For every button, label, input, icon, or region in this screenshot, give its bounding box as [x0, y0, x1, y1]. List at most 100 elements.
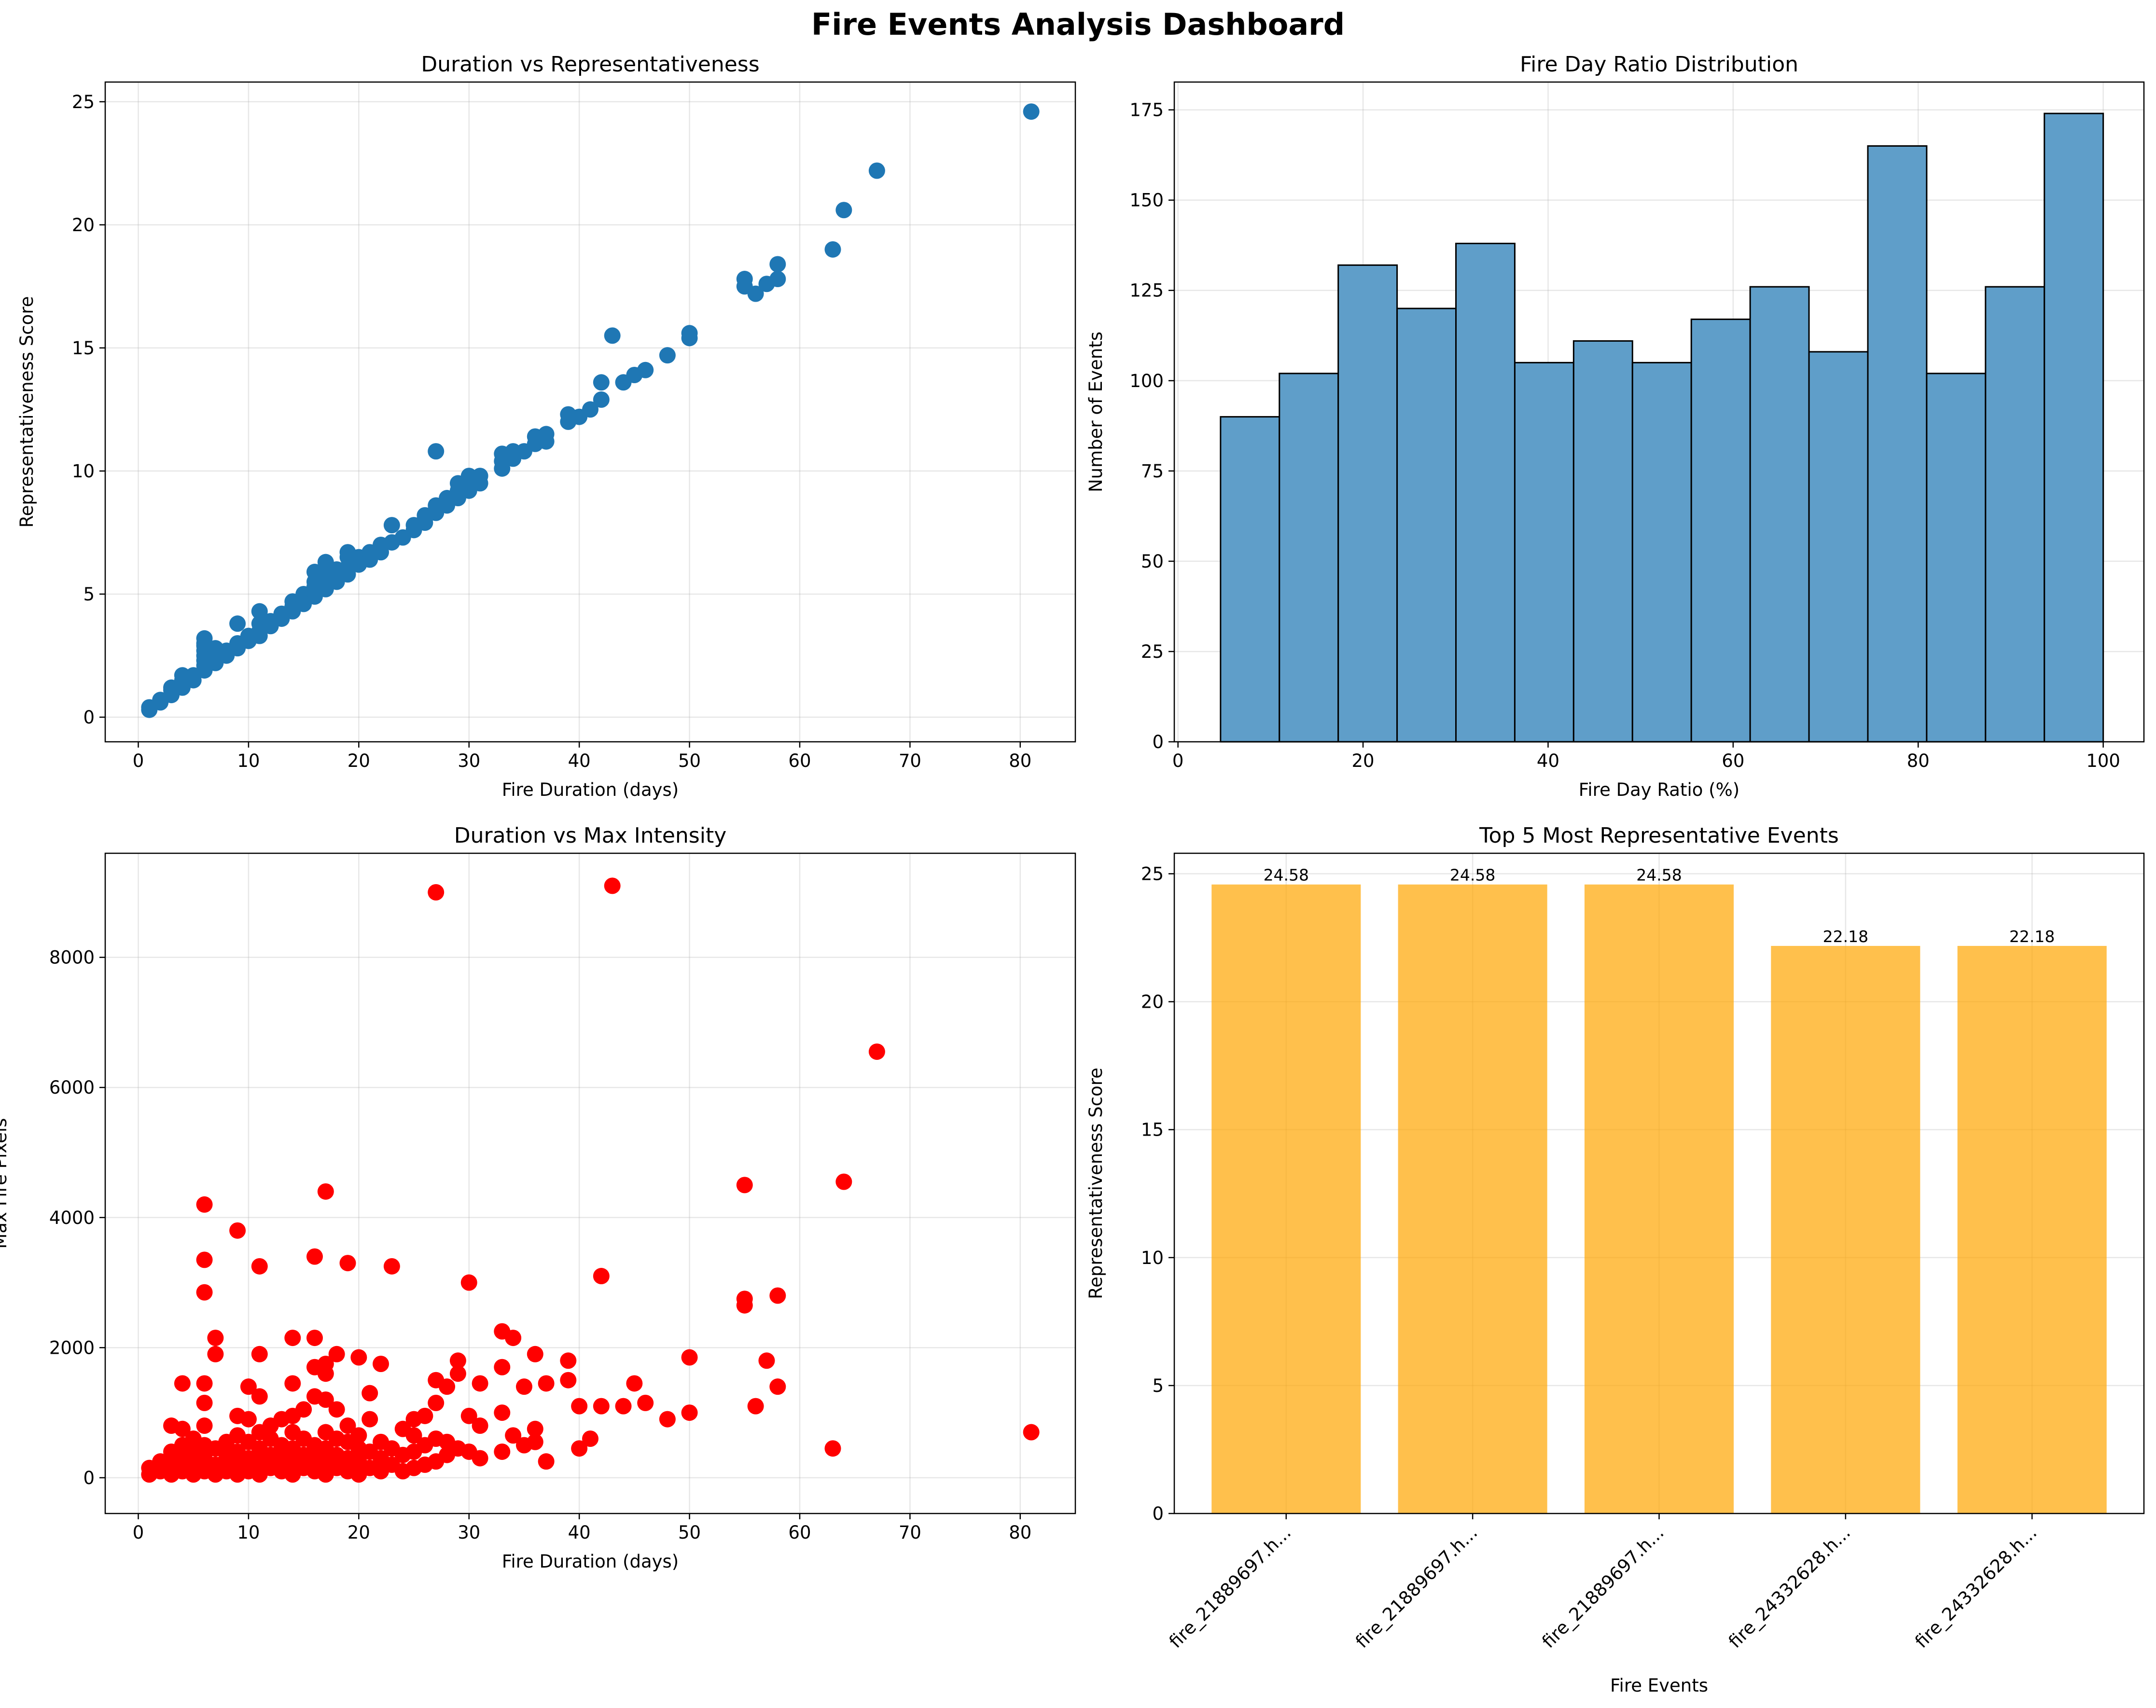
- histogram-bar: [1749, 286, 1810, 743]
- data-point: [681, 1404, 698, 1421]
- bar-value-label: 22.18: [2009, 927, 2055, 946]
- data-point: [593, 391, 610, 408]
- data-point: [306, 1330, 323, 1347]
- data-point: [769, 1287, 786, 1304]
- data-point: [505, 1330, 522, 1347]
- data-point: [593, 1268, 610, 1285]
- data-point: [736, 1177, 753, 1194]
- data-point: [472, 1450, 488, 1467]
- bar: [1584, 884, 1734, 1514]
- y-tick-label: 15: [72, 338, 95, 359]
- x-tick-label: 30: [458, 1522, 480, 1543]
- x-tick-label: 80: [1907, 750, 1930, 771]
- data-point: [604, 877, 621, 894]
- y-tick-label: 50: [1141, 551, 1164, 572]
- data-point: [637, 1394, 654, 1411]
- data-point: [362, 1385, 378, 1402]
- data-point: [1023, 103, 1040, 120]
- x-tick-label: 40: [568, 750, 591, 771]
- data-point: [449, 1365, 466, 1382]
- data-point: [295, 1401, 312, 1418]
- data-point: [328, 1346, 345, 1362]
- data-point: [460, 1274, 477, 1291]
- y-tick-label: 175: [1129, 100, 1164, 121]
- bar-value-label: 24.58: [1264, 866, 1309, 885]
- y-tick-label: 0: [83, 1468, 95, 1488]
- bar: [1957, 945, 2107, 1514]
- x-tick-label: 60: [1722, 750, 1744, 771]
- data-point: [659, 1411, 676, 1428]
- data-point: [240, 1411, 257, 1428]
- histogram-bar: [1926, 373, 1987, 743]
- data-point: [439, 1378, 456, 1395]
- data-point: [494, 1443, 511, 1460]
- data-point: [747, 285, 764, 302]
- x-tick-label: 60: [788, 1522, 811, 1543]
- data-point: [383, 1258, 400, 1275]
- y-tick-label: 20: [72, 215, 95, 236]
- data-point: [593, 374, 610, 391]
- histogram-bar: [1455, 242, 1516, 743]
- data-point: [824, 1440, 841, 1457]
- x-tick-label: 40: [1537, 750, 1559, 771]
- data-point: [582, 1430, 598, 1447]
- x-tick-label: 30: [458, 750, 480, 771]
- x-tick-label: 0: [133, 1522, 144, 1543]
- chart-fire-day-ratio-distribution: Fire Day Ratio Distribution 0 20 40 60 80 100 0…: [1085, 52, 2145, 800]
- histogram-bar: [1572, 340, 1633, 743]
- data-point: [207, 1346, 224, 1362]
- data-point: [373, 1356, 389, 1373]
- data-point: [626, 1375, 643, 1392]
- data-point: [824, 241, 841, 258]
- chart-duration-vs-representativeness: Duration vs Representativeness 0 10 20 30 40 5…: [16, 52, 1076, 800]
- x-tick-label: 20: [348, 750, 370, 771]
- y-tick-label: 100: [1129, 371, 1164, 391]
- bar-value-label: 24.58: [1636, 866, 1682, 885]
- data-point: [494, 1404, 511, 1421]
- data-point: [383, 517, 400, 534]
- x-tick-label: 50: [678, 1522, 701, 1543]
- data-point: [538, 426, 555, 443]
- y-tick-label: 20: [1141, 992, 1164, 1013]
- bar: [1211, 884, 1361, 1514]
- x-tick-label: 60: [788, 750, 811, 771]
- y-tick-label: 15: [1141, 1120, 1164, 1140]
- x-tick-label: 10: [237, 750, 260, 771]
- data-point: [527, 1420, 543, 1437]
- data-point: [769, 271, 786, 288]
- data-point: [460, 1407, 477, 1424]
- chart-top5-representative-events: Top 5 Most Representative Events 0 5 10 15 20…: [1085, 823, 2145, 1696]
- y-tick-label: 6000: [49, 1077, 95, 1098]
- data-point: [251, 1258, 268, 1275]
- y-tick-label: 0: [1152, 732, 1164, 752]
- data-point: [758, 1352, 775, 1369]
- x-tick-label: fire_21889697.h...: [1351, 1522, 1481, 1652]
- y-tick-label: 4000: [49, 1208, 95, 1228]
- plot-frame: [104, 81, 1076, 743]
- x-tick-label: 50: [678, 750, 701, 771]
- y-axis-label: Max Fire Pixels: [0, 1118, 11, 1249]
- x-tick-label: fire_21889697.h...: [1538, 1522, 1668, 1652]
- chart-title: Duration vs Representativeness: [421, 52, 759, 77]
- x-tick-label: 40: [568, 1522, 591, 1543]
- data-point: [417, 1407, 433, 1424]
- x-tick-label: 0: [133, 750, 144, 771]
- bar: [1398, 884, 1547, 1514]
- chart-title: Fire Day Ratio Distribution: [1520, 52, 1798, 77]
- y-tick-label: 25: [1141, 641, 1164, 662]
- x-axis-label: Fire Day Ratio (%): [1579, 779, 1739, 800]
- x-tick-label: 70: [899, 750, 921, 771]
- x-axis-label: Fire Duration (days): [502, 1551, 679, 1572]
- histogram-bar: [1867, 145, 1928, 743]
- data-point: [571, 1440, 588, 1457]
- data-point: [681, 325, 698, 342]
- y-tick-label: 75: [1141, 461, 1164, 482]
- y-tick-label: 5: [1152, 1375, 1164, 1396]
- histogram-bar: [1337, 264, 1398, 743]
- histogram-bar: [1808, 351, 1869, 743]
- data-point: [207, 1330, 224, 1347]
- histogram-bar: [1631, 361, 1692, 743]
- data-point: [229, 615, 246, 632]
- y-tick-label: 10: [1141, 1248, 1164, 1268]
- data-point: [868, 1043, 885, 1060]
